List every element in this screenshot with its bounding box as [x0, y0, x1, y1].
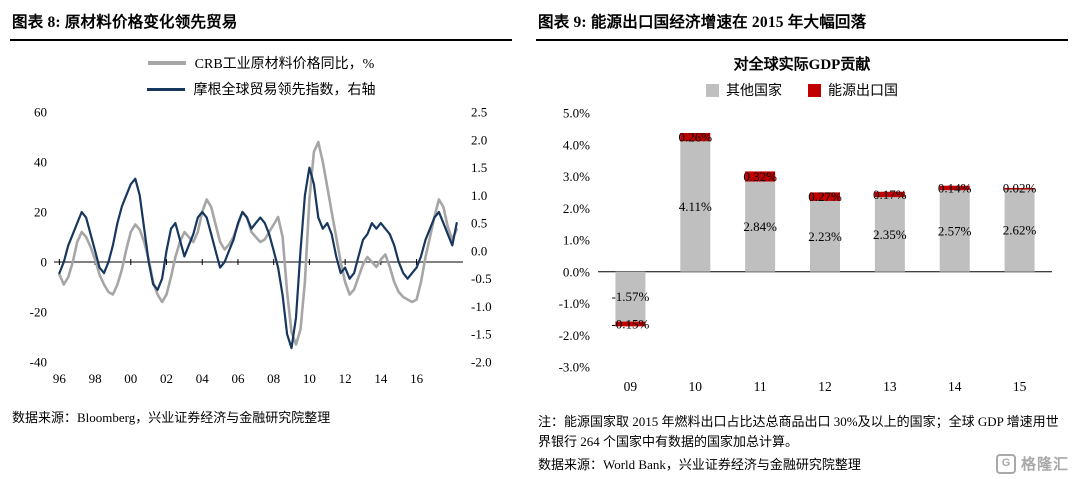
- svg-text:15: 15: [1013, 379, 1027, 394]
- svg-text:-1.5: -1.5: [471, 327, 492, 342]
- svg-text:4.11%: 4.11%: [679, 199, 712, 214]
- svg-text:-40: -40: [30, 355, 47, 370]
- svg-text:1.5: 1.5: [471, 160, 487, 175]
- svg-text:0.0%: 0.0%: [563, 264, 590, 279]
- svg-text:10: 10: [689, 379, 703, 394]
- legend-label-energy: 能源出口国: [828, 84, 898, 99]
- svg-text:0.32%: 0.32%: [743, 169, 777, 184]
- svg-text:2.35%: 2.35%: [873, 227, 907, 242]
- bar-chart-container: 5.0% 4.0% 3.0% 2.0% 1.0% 0.0% -1.0% -2.0% -3.0% 0…: [536, 105, 1068, 408]
- bar-chart: 5.0% 4.0% 3.0% 2.0% 1.0% 0.0% -1.0% -2.0% -3.0% 0…: [559, 106, 1052, 394]
- svg-text:-0.15%: -0.15%: [611, 316, 649, 331]
- svg-text:0.0: 0.0: [471, 243, 487, 258]
- legend-item-crb: CRB工业原材料价格同比，%: [147, 53, 375, 73]
- svg-text:60: 60: [34, 105, 47, 120]
- bar-chart-title: 对全球实际GDP贡献: [733, 57, 871, 73]
- svg-text:4.0%: 4.0%: [563, 137, 590, 152]
- svg-text:-0.5: -0.5: [471, 271, 492, 286]
- bar-chart-legend: 其他国家 能源出口国: [536, 80, 1068, 100]
- svg-text:5.0%: 5.0%: [563, 106, 590, 121]
- svg-text:14: 14: [374, 371, 388, 386]
- svg-text:08: 08: [267, 371, 280, 386]
- svg-text:11: 11: [754, 379, 767, 394]
- svg-text:-1.57%: -1.57%: [611, 289, 649, 304]
- svg-text:14: 14: [948, 379, 962, 394]
- svg-text:40: 40: [34, 155, 47, 170]
- svg-text:-1.0: -1.0: [471, 299, 492, 314]
- svg-text:0.5: 0.5: [471, 216, 487, 231]
- svg-text:-3.0%: -3.0%: [559, 360, 591, 375]
- gelonghui-logo-icon: G: [995, 453, 1016, 474]
- figure-9-source: 数据来源：World Bank，兴业证券经济与金融研究院整理: [538, 457, 861, 473]
- svg-text:0.27%: 0.27%: [808, 189, 842, 204]
- svg-text:-1.0%: -1.0%: [559, 296, 591, 311]
- svg-text:20: 20: [34, 205, 47, 220]
- line-chart-container: 60 40 20 0 -20 -40 2.5 2.0 1.5 1.0 0.5 0.0 -0.5 -1.0 -…: [10, 104, 512, 393]
- svg-text:12: 12: [339, 371, 352, 386]
- legend-label-others: 其他国家: [726, 84, 782, 99]
- svg-text:-2.0%: -2.0%: [559, 328, 591, 343]
- svg-text:0.14%: 0.14%: [938, 180, 972, 195]
- svg-text:-2.0: -2.0: [471, 355, 492, 370]
- svg-text:13: 13: [883, 379, 897, 394]
- svg-text:98: 98: [89, 371, 102, 386]
- svg-text:0.02%: 0.02%: [1003, 181, 1037, 196]
- svg-text:0: 0: [41, 255, 48, 270]
- svg-text:0.26%: 0.26%: [678, 130, 712, 145]
- figure-8-title: 图表 8: 原材料价格变化领先贸易: [10, 6, 512, 41]
- crb-line-swatch: [147, 61, 186, 65]
- svg-text:2.0: 2.0: [471, 132, 487, 147]
- legend-item-others: 其他国家: [706, 80, 782, 100]
- line-chart-legend: CRB工业原材料价格同比，% 摩根全球贸易领先指数，右轴: [10, 53, 512, 99]
- line-chart: 60 40 20 0 -20 -40 2.5 2.0 1.5 1.0 0.5 0.0 -0.5 -1.0 -…: [30, 105, 492, 387]
- gelonghui-logo-text: 格隆汇: [1020, 456, 1069, 473]
- gelonghui-logo: G 格隆汇: [995, 453, 1069, 474]
- svg-text:1.0%: 1.0%: [563, 233, 590, 248]
- figure-8-panel: 图表 8: 原材料价格变化领先贸易 CRB工业原材料价格同比，% 摩根全球贸易领…: [10, 6, 512, 426]
- figure-9-title: 图表 9: 能源出口国经济增速在 2015 年大幅回落: [536, 6, 1068, 41]
- svg-text:06: 06: [231, 371, 245, 386]
- svg-text:96: 96: [53, 371, 67, 386]
- figure-8-source: 数据来源：Bloomberg，兴业证券经济与金融研究院整理: [12, 410, 331, 425]
- svg-text:0.17%: 0.17%: [873, 187, 907, 202]
- svg-text:12: 12: [818, 379, 832, 394]
- legend-label-morgan: 摩根全球贸易领先指数，右轴: [193, 83, 376, 98]
- figure-9-panel: 图表 9: 能源出口国经济增速在 2015 年大幅回落 对全球实际GDP贡献 其…: [536, 6, 1068, 473]
- morgan-line-swatch: [146, 87, 185, 91]
- others-swatch: [706, 83, 719, 97]
- legend-label-crb: CRB工业原材料价格同比，%: [194, 57, 375, 72]
- svg-text:16: 16: [410, 371, 424, 386]
- svg-text:-20: -20: [30, 305, 47, 320]
- svg-text:1.0: 1.0: [471, 188, 487, 203]
- svg-text:02: 02: [160, 371, 173, 386]
- svg-text:2.5: 2.5: [471, 105, 487, 120]
- svg-text:2.84%: 2.84%: [743, 219, 777, 234]
- svg-text:09: 09: [624, 379, 638, 394]
- energy-swatch: [808, 83, 821, 97]
- figure-9-note: 注：能源国家取 2015 年燃料出口占比达总商品出口 30%及以上的国家；全球 …: [538, 414, 1059, 450]
- svg-text:00: 00: [124, 371, 137, 386]
- svg-text:2.0%: 2.0%: [563, 201, 590, 216]
- svg-text:2.62%: 2.62%: [1003, 223, 1037, 238]
- svg-text:04: 04: [196, 371, 210, 386]
- legend-item-energy: 能源出口国: [808, 80, 898, 100]
- svg-text:10: 10: [303, 371, 316, 386]
- svg-text:3.0%: 3.0%: [563, 169, 590, 184]
- svg-text:2.23%: 2.23%: [808, 229, 842, 244]
- legend-item-morgan: 摩根全球贸易领先指数，右轴: [146, 79, 376, 99]
- svg-text:2.57%: 2.57%: [938, 223, 972, 238]
